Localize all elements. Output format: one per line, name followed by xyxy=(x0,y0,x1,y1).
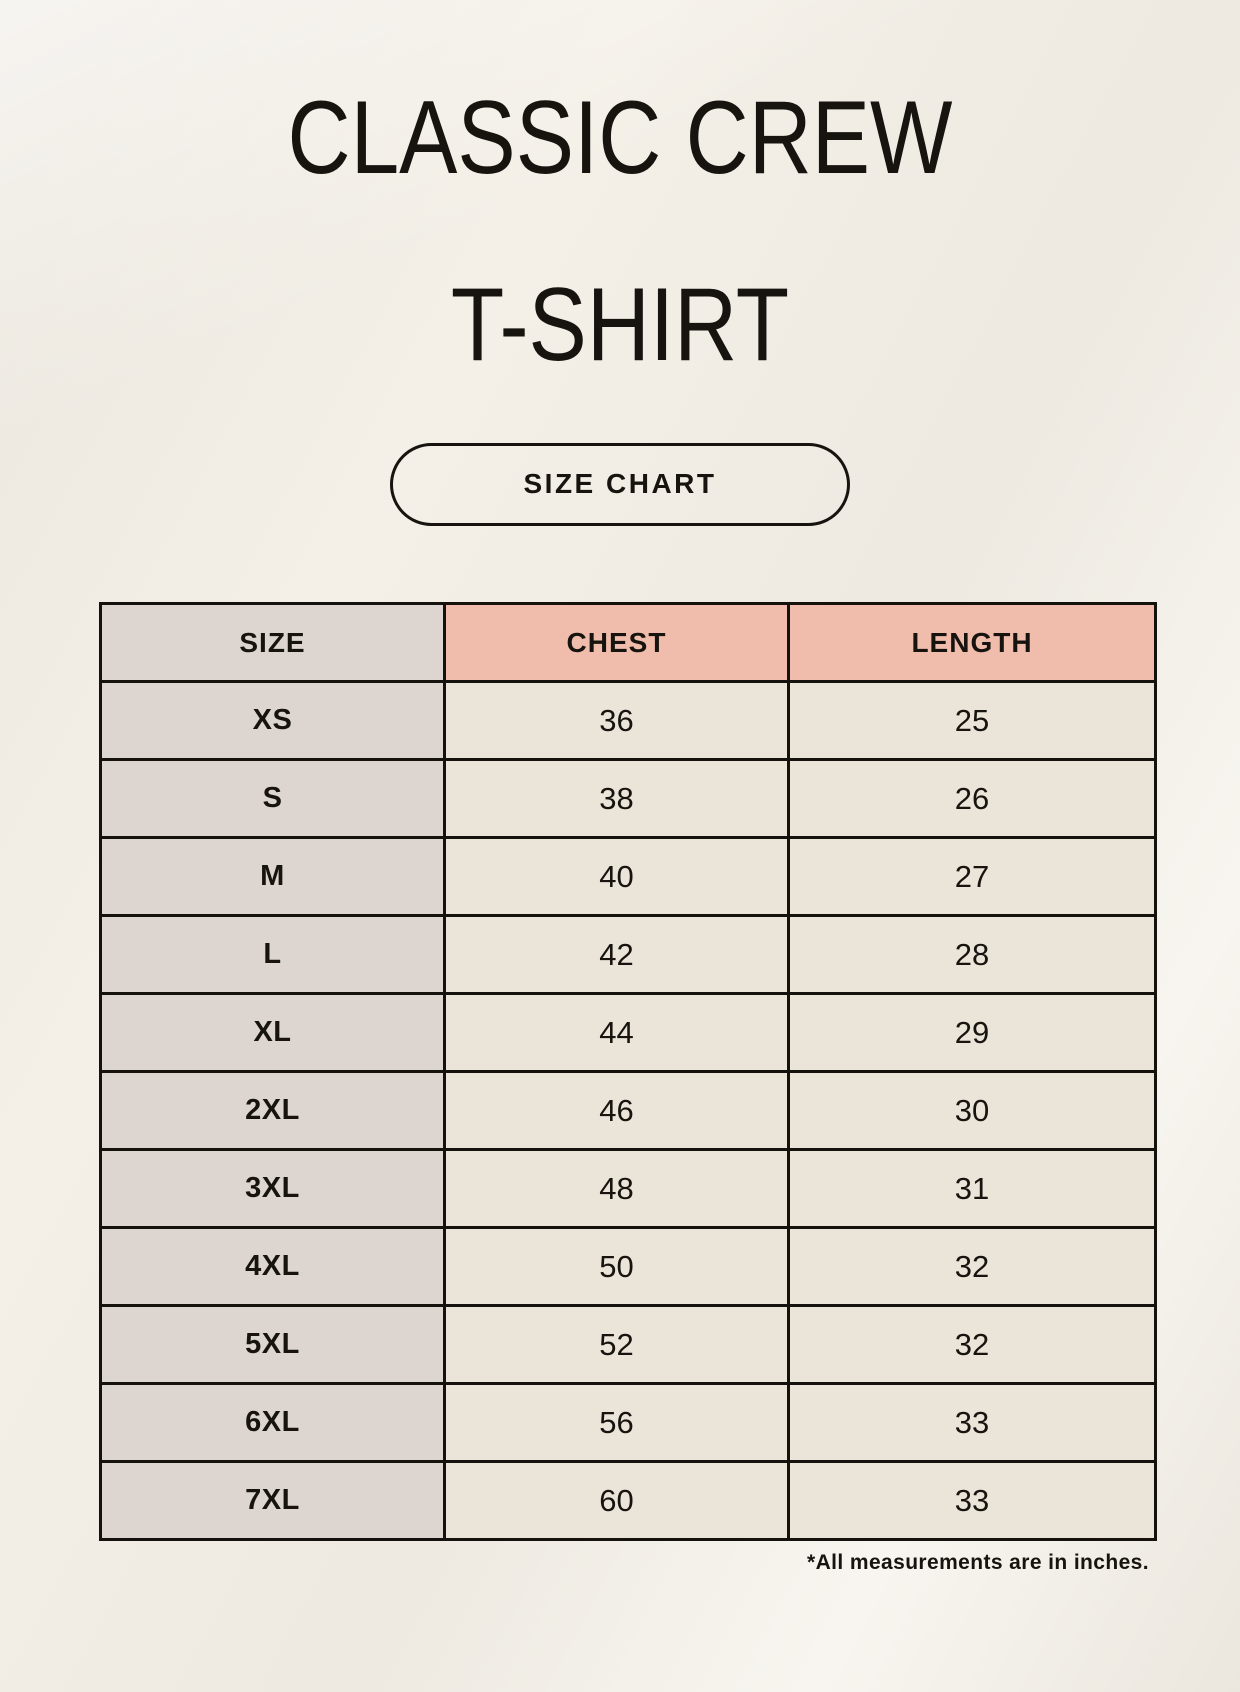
table-row: XS 36 25 xyxy=(99,680,1157,761)
column-header-chest: CHEST xyxy=(443,602,790,683)
size-chart-button[interactable]: SIZE CHART xyxy=(390,442,850,526)
cell-size: 5XL xyxy=(99,1304,446,1385)
cell-chest: 50 xyxy=(443,1226,790,1307)
cell-length: 28 xyxy=(787,914,1157,995)
cell-chest: 56 xyxy=(443,1382,790,1463)
cell-length: 33 xyxy=(787,1460,1157,1541)
cell-length: 29 xyxy=(787,992,1157,1073)
table-row: 3XL 48 31 xyxy=(99,1148,1157,1229)
page-title-line1: CLASSIC CREW xyxy=(287,80,953,196)
cell-chest: 38 xyxy=(443,758,790,839)
cell-length: 27 xyxy=(787,836,1157,917)
table-row: XL 44 29 xyxy=(99,992,1157,1073)
cell-chest: 42 xyxy=(443,914,790,995)
page-title: CLASSIC CREW T-SHIRT xyxy=(99,86,1141,377)
page-title-line2: T-SHIRT xyxy=(450,267,790,384)
cell-chest: 44 xyxy=(443,992,790,1073)
size-chart-table-container: SIZE CHEST LENGTH XS 36 25 S 38 26 M 40 … xyxy=(99,602,1157,1541)
table-row: 2XL 46 30 xyxy=(99,1070,1157,1151)
cell-chest: 40 xyxy=(443,836,790,917)
cell-length: 32 xyxy=(787,1304,1157,1385)
cell-chest: 60 xyxy=(443,1460,790,1541)
cell-length: 25 xyxy=(787,680,1157,761)
cell-size: 7XL xyxy=(99,1460,446,1541)
cell-size: 6XL xyxy=(99,1382,446,1463)
header-row: SIZE CHEST LENGTH xyxy=(99,602,1157,683)
cell-size: S xyxy=(99,758,446,839)
table-row: M 40 27 xyxy=(99,836,1157,917)
table-row: L 42 28 xyxy=(99,914,1157,995)
table-row: 4XL 50 32 xyxy=(99,1226,1157,1307)
column-header-length: LENGTH xyxy=(787,602,1157,683)
cell-length: 33 xyxy=(787,1382,1157,1463)
cell-size: L xyxy=(99,914,446,995)
cell-chest: 52 xyxy=(443,1304,790,1385)
column-header-size: SIZE xyxy=(99,602,446,683)
cell-size: 4XL xyxy=(99,1226,446,1307)
cell-size: XS xyxy=(99,680,446,761)
table-row: S 38 26 xyxy=(99,758,1157,839)
cell-size: M xyxy=(99,836,446,917)
cell-chest: 46 xyxy=(443,1070,790,1151)
measurements-footnote: *All measurements are in inches. xyxy=(807,1551,1149,1574)
cell-length: 32 xyxy=(787,1226,1157,1307)
cell-size: XL xyxy=(99,992,446,1073)
table-row: 7XL 60 33 xyxy=(99,1460,1157,1541)
table-row: 6XL 56 33 xyxy=(99,1382,1157,1463)
cell-length: 30 xyxy=(787,1070,1157,1151)
size-chart-table: SIZE CHEST LENGTH XS 36 25 S 38 26 M 40 … xyxy=(99,602,1157,1541)
cell-chest: 48 xyxy=(443,1148,790,1229)
cell-length: 31 xyxy=(787,1148,1157,1229)
table-row: 5XL 52 32 xyxy=(99,1304,1157,1385)
cell-length: 26 xyxy=(787,758,1157,839)
cell-size: 2XL xyxy=(99,1070,446,1151)
cell-chest: 36 xyxy=(443,680,790,761)
cell-size: 3XL xyxy=(99,1148,446,1229)
size-chart-button-label: SIZE CHART xyxy=(523,468,717,500)
